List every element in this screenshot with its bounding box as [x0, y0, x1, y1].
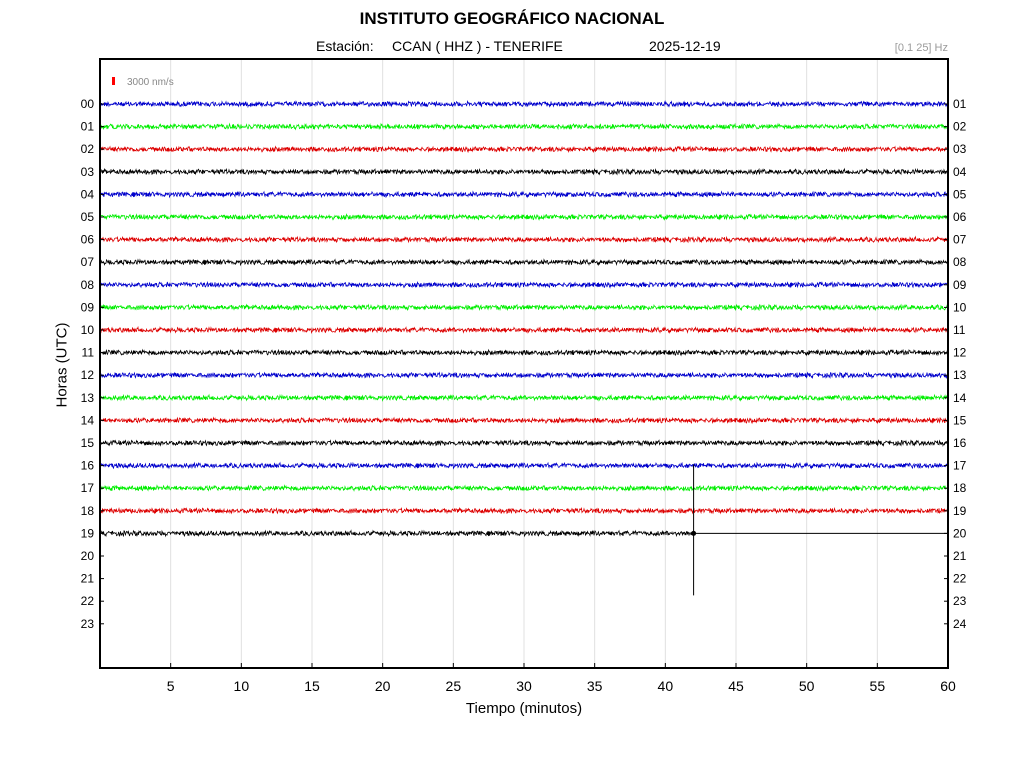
y-tick-label-left: 08 — [81, 278, 95, 292]
trace-hour-08 — [99, 280, 949, 289]
y-tick-label-left: 02 — [81, 142, 95, 156]
y-tick-label-left: 19 — [81, 526, 95, 540]
x-tick-label: 50 — [799, 678, 815, 694]
y-tick-label-left: 22 — [81, 594, 95, 608]
trace-hour-07 — [99, 258, 949, 267]
trace-hour-06 — [99, 235, 949, 244]
y-tick-label-right: 08 — [953, 255, 967, 269]
y-tick-label-right: 22 — [953, 572, 967, 586]
y-tick-label-left: 04 — [81, 187, 95, 201]
y-tick-label-right: 03 — [953, 142, 967, 156]
trace-hour-13 — [99, 393, 949, 402]
y-tick-label-right: 10 — [953, 300, 967, 314]
trace-hour-02 — [99, 145, 949, 154]
y-tick-label-left: 11 — [82, 346, 95, 360]
trace-hour-10 — [99, 325, 949, 335]
y-tick-label-left: 12 — [81, 368, 95, 382]
y-tick-label-right: 17 — [953, 459, 967, 473]
y-tick-label-right: 19 — [953, 504, 967, 518]
y-tick-label-right: 09 — [953, 278, 967, 292]
y-tick-label-right: 01 — [953, 97, 967, 111]
y-tick-label-right: 12 — [953, 346, 967, 360]
y-tick-label-left: 05 — [81, 210, 95, 224]
y-tick-label-left: 13 — [81, 391, 95, 405]
figure-title: INSTITUTO GEOGRÁFICO NACIONAL — [359, 9, 665, 28]
x-tick-label: 15 — [304, 678, 320, 694]
trace-hour-05 — [99, 213, 949, 221]
y-tick-label-left: 23 — [81, 617, 95, 631]
x-tick-label: 5 — [167, 678, 175, 694]
y-tick-label-left: 21 — [81, 572, 95, 586]
y-tick-label-left: 15 — [81, 436, 95, 450]
trace-hour-14 — [99, 416, 949, 425]
y-tick-label-right: 21 — [953, 549, 967, 563]
trace-hour-03 — [99, 167, 949, 176]
current-time-dot — [691, 530, 697, 536]
y-tick-label-right: 13 — [953, 368, 967, 382]
y-tick-label-left: 06 — [81, 233, 95, 247]
x-tick-label: 35 — [587, 678, 603, 694]
trace-hour-18 — [99, 506, 949, 515]
trace-hour-15 — [99, 439, 949, 448]
y-tick-label-right: 05 — [953, 187, 967, 201]
y-tick-label-left: 16 — [81, 459, 95, 473]
y-tick-label-right: 02 — [953, 120, 967, 134]
trace-hour-00 — [99, 99, 949, 109]
y-tick-label-left: 00 — [81, 97, 95, 111]
y-tick-label-right: 15 — [953, 413, 967, 427]
y-tick-label-right: 24 — [953, 617, 967, 631]
y-tick-label-left: 20 — [81, 549, 95, 563]
scale-bar-mark — [112, 77, 115, 85]
y-tick-label-right: 14 — [953, 391, 967, 405]
y-tick-label-left: 17 — [81, 481, 95, 495]
frequency-band: [0.1 25] Hz — [894, 42, 948, 54]
y-tick-label-right: 11 — [953, 323, 966, 337]
x-axis-label: Tiempo (minutos) — [465, 700, 583, 717]
y-tick-label-left: 14 — [81, 413, 95, 427]
y-tick-label-left: 18 — [81, 504, 95, 518]
x-tick-label: 40 — [658, 678, 674, 694]
station-name: CCAN ( HHZ ) - TENERIFE — [392, 38, 563, 54]
station-label: Estación: — [316, 38, 374, 54]
trace-hour-04 — [99, 190, 949, 199]
y-tick-label-right: 16 — [953, 436, 967, 450]
y-tick-label-right: 07 — [953, 233, 967, 247]
y-tick-label-left: 09 — [81, 300, 95, 314]
x-tick-label: 25 — [446, 678, 462, 694]
trace-hour-01 — [99, 122, 949, 131]
x-tick-label: 30 — [516, 678, 532, 694]
y-tick-label-left: 10 — [81, 323, 95, 337]
y-tick-label-right: 18 — [953, 481, 967, 495]
date-label: 2025-12-19 — [649, 38, 721, 54]
y-tick-label-right: 06 — [953, 210, 967, 224]
x-tick-label: 55 — [870, 678, 886, 694]
trace-hour-12 — [99, 371, 949, 380]
y-tick-label-left: 03 — [81, 165, 95, 179]
trace-hour-17 — [99, 484, 949, 493]
x-tick-label: 10 — [234, 678, 250, 694]
trace-hour-11 — [99, 348, 949, 357]
trace-hour-16 — [99, 461, 949, 470]
x-tick-label: 60 — [940, 678, 956, 694]
scale-label: 3000 nm/s — [127, 77, 174, 88]
trace-hour-19 — [99, 529, 694, 538]
x-tick-label: 20 — [375, 678, 391, 694]
y-tick-label-right: 20 — [953, 526, 967, 540]
y-tick-label-right: 04 — [953, 165, 967, 179]
x-tick-label: 45 — [728, 678, 744, 694]
y-tick-label-left: 07 — [81, 255, 95, 269]
y-tick-label-left: 01 — [81, 120, 95, 134]
y-tick-label-right: 23 — [953, 594, 967, 608]
trace-hour-09 — [99, 303, 949, 312]
